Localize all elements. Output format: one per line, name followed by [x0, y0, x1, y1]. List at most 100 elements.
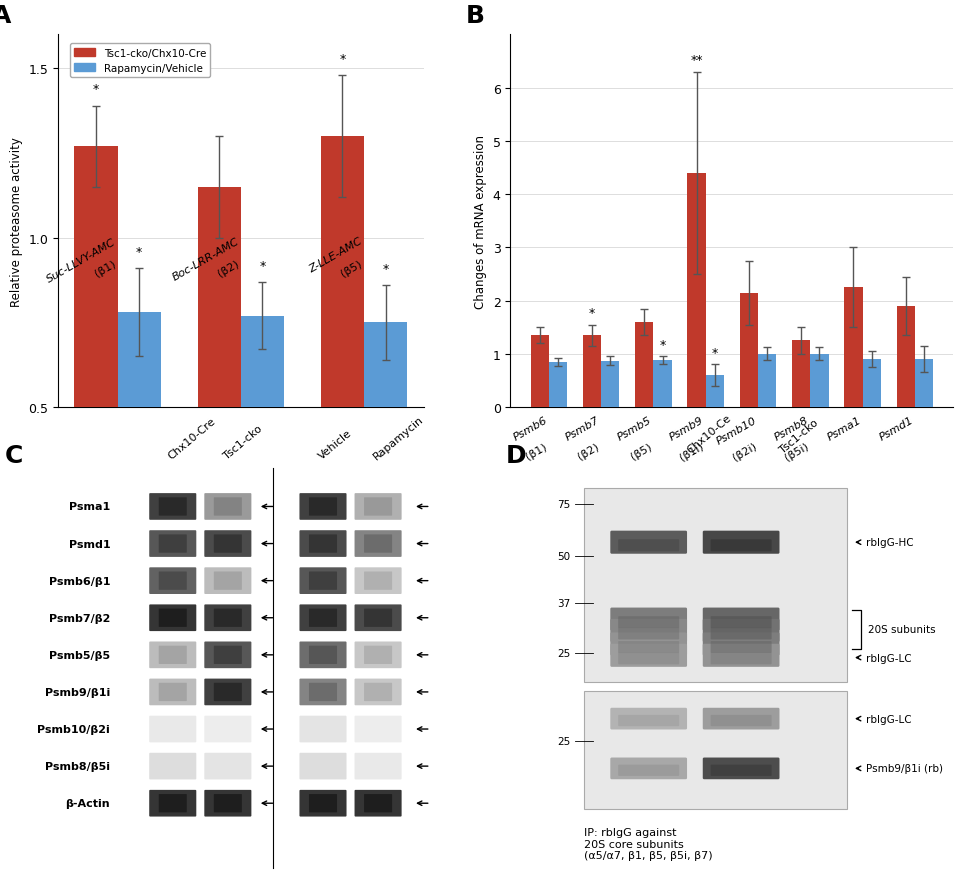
Text: Psmb7/β2: Psmb7/β2	[49, 613, 110, 623]
FancyBboxPatch shape	[204, 605, 251, 632]
FancyBboxPatch shape	[299, 716, 347, 742]
Text: *: *	[660, 338, 665, 351]
FancyBboxPatch shape	[611, 633, 687, 656]
FancyBboxPatch shape	[611, 619, 687, 642]
Text: *: *	[259, 260, 266, 272]
Bar	[654, 361, 672, 408]
Bar	[845, 288, 863, 408]
Text: rbIgG-HC: rbIgG-HC	[866, 538, 914, 548]
Bar	[706, 376, 724, 408]
FancyBboxPatch shape	[204, 494, 251, 520]
Text: Psmb5: Psmb5	[616, 415, 654, 442]
Bar	[897, 307, 915, 408]
Legend: Tsc1-cko/Chx10-Cre, Rapamycin/Vehicle: Tsc1-cko/Chx10-Cre, Rapamycin/Vehicle	[70, 44, 210, 78]
FancyBboxPatch shape	[711, 628, 771, 640]
FancyBboxPatch shape	[364, 571, 392, 590]
Text: Psmb10: Psmb10	[715, 415, 758, 446]
Text: Vehicle: Vehicle	[317, 428, 353, 462]
Text: **: **	[690, 54, 703, 67]
FancyBboxPatch shape	[214, 683, 242, 702]
Text: C: C	[5, 443, 23, 467]
FancyBboxPatch shape	[711, 617, 771, 628]
Bar	[863, 360, 881, 408]
FancyBboxPatch shape	[299, 641, 347, 668]
Text: 75: 75	[557, 499, 570, 509]
FancyBboxPatch shape	[354, 531, 402, 557]
FancyBboxPatch shape	[703, 608, 779, 631]
FancyBboxPatch shape	[364, 498, 392, 516]
FancyBboxPatch shape	[309, 571, 337, 590]
FancyBboxPatch shape	[611, 708, 687, 730]
FancyBboxPatch shape	[364, 535, 392, 553]
FancyBboxPatch shape	[159, 609, 187, 627]
Bar	[740, 293, 758, 408]
FancyBboxPatch shape	[611, 758, 687, 780]
Bar	[758, 354, 776, 408]
Text: Psma1: Psma1	[69, 501, 110, 512]
FancyBboxPatch shape	[159, 498, 187, 516]
FancyBboxPatch shape	[214, 609, 242, 627]
FancyBboxPatch shape	[703, 644, 779, 667]
FancyBboxPatch shape	[364, 646, 392, 664]
FancyBboxPatch shape	[711, 765, 771, 776]
FancyBboxPatch shape	[711, 641, 771, 653]
FancyBboxPatch shape	[204, 531, 251, 557]
Text: Psmb8: Psmb8	[772, 415, 810, 442]
FancyBboxPatch shape	[711, 540, 771, 552]
Text: IP: rbIgG against
20S core subunits
(α5/α7, β1, β5, β5i, β7): IP: rbIgG against 20S core subunits (α5/…	[584, 828, 713, 860]
Text: 50: 50	[557, 551, 570, 561]
Y-axis label: Changes of mRNA expression: Changes of mRNA expression	[474, 135, 487, 308]
FancyBboxPatch shape	[364, 609, 392, 627]
Text: Psmb7: Psmb7	[563, 415, 601, 442]
Text: Psmb6: Psmb6	[511, 415, 549, 442]
FancyBboxPatch shape	[159, 683, 187, 702]
Text: Tsc1-cko: Tsc1-cko	[778, 417, 820, 455]
Text: 37: 37	[557, 599, 570, 609]
Text: 25: 25	[557, 649, 570, 658]
FancyBboxPatch shape	[299, 605, 347, 632]
FancyBboxPatch shape	[611, 531, 687, 554]
FancyBboxPatch shape	[711, 653, 771, 664]
Bar	[531, 336, 549, 408]
FancyBboxPatch shape	[618, 653, 679, 664]
Text: Psmb9/β1i: Psmb9/β1i	[45, 688, 110, 697]
FancyBboxPatch shape	[309, 498, 337, 516]
Text: rbIgG-LC: rbIgG-LC	[866, 653, 912, 663]
FancyBboxPatch shape	[204, 568, 251, 595]
FancyBboxPatch shape	[149, 605, 196, 632]
Bar	[584, 488, 847, 682]
Text: Psma1: Psma1	[825, 415, 863, 442]
FancyBboxPatch shape	[618, 641, 679, 653]
Text: Psmb8/β5i: Psmb8/β5i	[45, 761, 110, 771]
FancyBboxPatch shape	[149, 753, 196, 780]
FancyBboxPatch shape	[611, 608, 687, 631]
Text: *: *	[382, 262, 389, 276]
Text: D: D	[506, 443, 526, 467]
FancyBboxPatch shape	[309, 609, 337, 627]
Bar	[321, 137, 364, 577]
FancyBboxPatch shape	[703, 619, 779, 642]
Bar	[792, 341, 810, 408]
Text: A: A	[0, 4, 12, 28]
Bar	[688, 174, 706, 408]
Text: 25: 25	[557, 736, 570, 746]
Bar	[810, 354, 828, 408]
FancyBboxPatch shape	[299, 494, 347, 520]
FancyBboxPatch shape	[703, 758, 779, 780]
FancyBboxPatch shape	[149, 568, 196, 595]
Text: *: *	[92, 83, 99, 97]
Text: (β2): (β2)	[576, 441, 601, 461]
FancyBboxPatch shape	[309, 535, 337, 553]
Text: Psmd1: Psmd1	[877, 415, 915, 442]
FancyBboxPatch shape	[204, 679, 251, 705]
FancyBboxPatch shape	[149, 790, 196, 817]
Text: *: *	[136, 245, 143, 259]
Text: B: B	[466, 4, 485, 28]
FancyBboxPatch shape	[618, 765, 679, 776]
Text: Suc-LLVY-AMC: Suc-LLVY-AMC	[45, 237, 117, 284]
FancyBboxPatch shape	[204, 716, 251, 742]
Text: *: *	[339, 53, 346, 66]
Text: Boc-LRR-AMC: Boc-LRR-AMC	[170, 237, 241, 283]
Bar	[583, 336, 601, 408]
Text: (β1i): (β1i)	[678, 441, 706, 462]
